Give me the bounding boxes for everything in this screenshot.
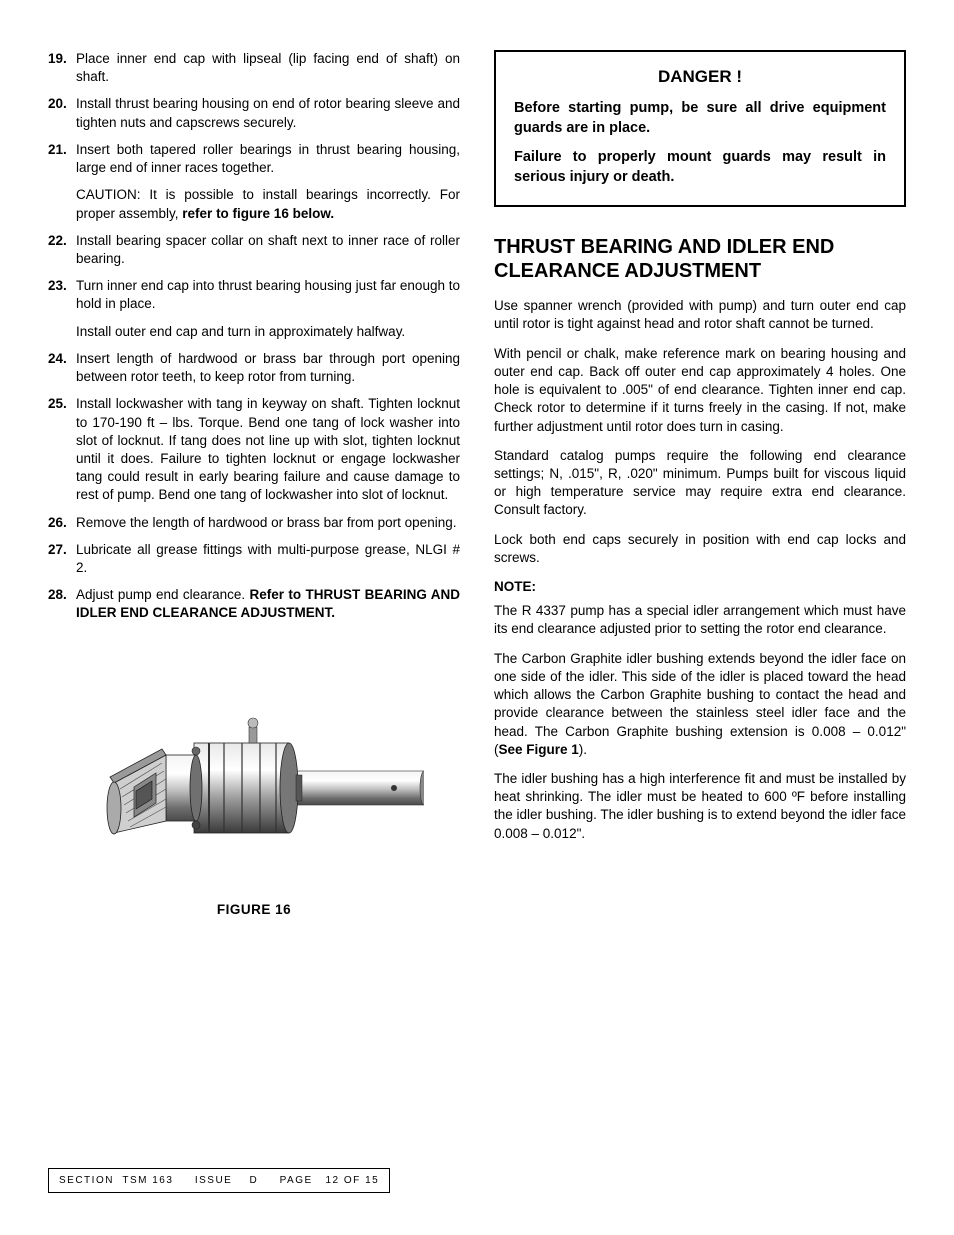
para-2: With pencil or chalk, make reference mar… xyxy=(494,345,906,436)
para-4: Lock both end caps securely in position … xyxy=(494,531,906,567)
para-6-bold: See Figure 1 xyxy=(499,742,579,757)
left-column: 19.Place inner end cap with lipseal (lip… xyxy=(48,50,460,919)
instruction-step: 25.Install lockwasher with tang in keywa… xyxy=(48,395,460,504)
instruction-subtext: Install outer end cap and turn in approx… xyxy=(76,323,460,341)
instruction-step: 21.Insert both tapered roller bearings i… xyxy=(48,141,460,177)
figure-caption: FIGURE 16 xyxy=(48,901,460,919)
instruction-step: 22.Install bearing spacer collar on shaf… xyxy=(48,232,460,268)
danger-title: DANGER ! xyxy=(514,66,886,89)
para-6-post: ). xyxy=(579,742,587,757)
figure-16: FIGURE 16 xyxy=(48,693,460,919)
footer-section-value: TSM 163 xyxy=(122,1175,173,1186)
instruction-list: 19.Place inner end cap with lipseal (lip… xyxy=(48,50,460,623)
para-1: Use spanner wrench (provided with pump) … xyxy=(494,297,906,333)
right-column: DANGER ! Before starting pump, be sure a… xyxy=(494,50,906,919)
instruction-step: 20.Install thrust bearing housing on end… xyxy=(48,95,460,131)
danger-p1: Before starting pump, be sure all drive … xyxy=(514,99,886,138)
footer-issue-value: D xyxy=(249,1175,258,1186)
section-heading: THRUST BEARING AND IDLER END CLEARANCE A… xyxy=(494,235,906,283)
danger-box: DANGER ! Before starting pump, be sure a… xyxy=(494,50,906,207)
instruction-step: 24.Insert length of hardwood or brass ba… xyxy=(48,350,460,386)
figure-16-illustration xyxy=(84,693,424,883)
footer-page-label: PAGE xyxy=(280,1175,313,1186)
instruction-step: 27.Lubricate all grease fittings with mu… xyxy=(48,541,460,577)
footer-issue-label: ISSUE xyxy=(195,1175,233,1186)
footer-page-value: 12 OF 15 xyxy=(326,1175,380,1186)
para-7: The idler bushing has a high interferenc… xyxy=(494,770,906,843)
instruction-step: 26.Remove the length of hardwood or bras… xyxy=(48,514,460,532)
footer-section-label: SECTION xyxy=(59,1175,114,1186)
instruction-step: 28.Adjust pump end clearance. Refer to T… xyxy=(48,586,460,622)
note-label: NOTE: xyxy=(494,578,906,596)
para-3: Standard catalog pumps require the follo… xyxy=(494,447,906,520)
para-5: The R 4337 pump has a special idler arra… xyxy=(494,602,906,638)
footer-box: SECTION TSM 163 ISSUE D PAGE 12 OF 15 xyxy=(48,1168,390,1194)
instruction-step: 19.Place inner end cap with lipseal (lip… xyxy=(48,50,460,86)
instruction-subtext: CAUTION: It is possible to install beari… xyxy=(76,186,460,222)
danger-p2: Failure to properly mount guards may res… xyxy=(514,148,886,187)
para-6: The Carbon Graphite idler bushing extend… xyxy=(494,650,906,759)
instruction-step: 23.Turn inner end cap into thrust bearin… xyxy=(48,277,460,313)
